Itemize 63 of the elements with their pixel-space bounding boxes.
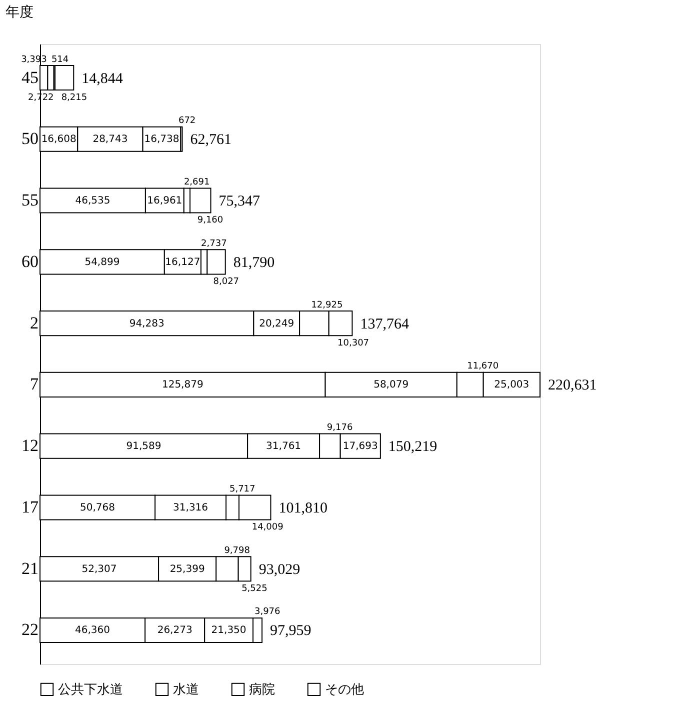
total-label: 137,764 [360,316,410,332]
total-label: 75,347 [218,194,261,210]
data-label: 11,670 [467,362,499,372]
data-label: 31,761 [266,441,302,452]
data-label: 46,360 [75,625,110,636]
data-label: 21,350 [211,625,246,636]
data-label: 28,743 [92,134,128,146]
data-label: 9,176 [326,423,353,434]
total-label: 101,810 [278,500,328,516]
data-label: 25,003 [494,380,530,391]
data-label: 26,273 [157,625,192,636]
total-label: 81,790 [233,254,275,271]
data-label: 5,525 [242,584,268,594]
y-tick-label: 60 [22,252,38,271]
legend-label: 水道 [173,682,199,698]
total-label: 62,761 [190,132,232,148]
data-label: 16,738 [144,134,180,146]
data-label: 3,976 [254,607,281,618]
data-label: 9,798 [224,546,250,556]
data-label: 2,737 [201,238,227,249]
data-label: 31,316 [173,502,208,514]
data-label: 8,215 [61,92,88,103]
legend-label: 公共下水道 [58,682,123,698]
legend-label: 病院 [249,682,275,698]
data-label: 58,079 [374,380,409,391]
data-label: 52,307 [82,564,117,575]
total-label: 97,959 [270,623,312,640]
data-label: 672 [178,116,196,126]
y-tick-label: 55 [22,190,38,210]
data-label: 9,160 [197,216,224,226]
legend-label: その他 [325,682,364,698]
data-label: 514 [51,54,69,65]
data-label: 16,608 [41,134,76,146]
data-label: 91,589 [126,441,162,452]
data-label: 54,899 [84,256,120,268]
total-label: 220,631 [548,378,597,394]
data-label: 5,717 [230,484,256,494]
data-label: 2,691 [184,178,210,188]
data-label: 50,768 [80,502,116,514]
data-label: 94,283 [129,318,164,330]
y-tick-label: 17 [22,497,39,516]
y-tick-label: 50 [22,129,38,148]
total-label: 150,219 [388,439,438,456]
y-tick-label: 22 [22,620,38,640]
data-label: 14,009 [252,522,284,532]
total-label: 93,029 [258,562,300,578]
data-label: 16,961 [147,196,182,207]
y-tick-label: 45 [22,68,38,87]
y-tick-label: 2 [30,313,38,332]
y-axis-title: 年度 [6,4,34,20]
data-label: 8,027 [213,276,240,287]
total-label: 14,844 [82,70,124,87]
data-label: 16,127 [165,256,200,268]
data-label: 125,879 [162,380,204,391]
y-tick-label: 12 [22,436,38,456]
data-label: 17,693 [342,441,378,452]
data-label: 10,307 [338,338,370,348]
y-tick-label: 7 [30,374,39,394]
data-label: 20,249 [259,318,294,330]
y-tick-label: 21 [22,558,38,578]
data-label: 25,399 [170,564,205,575]
data-label: 46,535 [75,196,110,207]
data-label: 12,925 [311,300,343,310]
